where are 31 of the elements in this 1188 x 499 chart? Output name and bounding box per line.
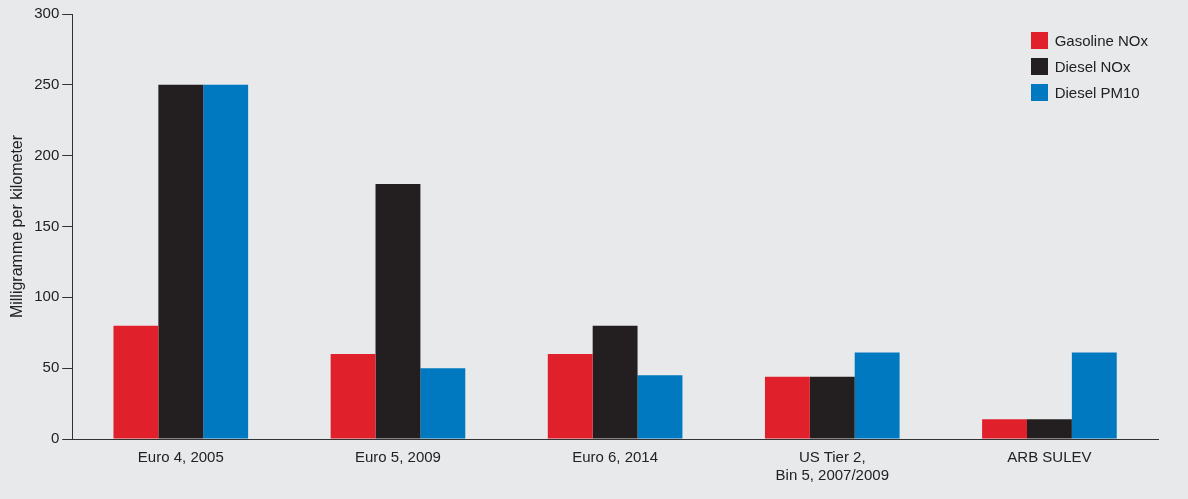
- x-tick-label: Euro 5, 2009: [355, 448, 441, 466]
- y-tick-label: 0: [50, 429, 60, 447]
- bar: [420, 368, 466, 439]
- y-tick-label: 100: [34, 287, 60, 305]
- bar: [854, 352, 900, 439]
- bar: [592, 325, 638, 439]
- y-tick-label: 50: [42, 358, 60, 376]
- legend-label: Gasoline NOx: [1054, 32, 1148, 49]
- y-axis-title: Milligramme per kilometer: [8, 134, 26, 319]
- bar: [158, 84, 204, 439]
- y-tick-label: 200: [34, 145, 60, 163]
- legend-label: Diesel NOx: [1054, 58, 1131, 75]
- bar: [982, 419, 1027, 439]
- x-tick-label: Euro 4, 2005: [137, 448, 224, 466]
- x-tick-label: US Tier 2, Bin 5, 2007/2009: [775, 448, 889, 484]
- bar: [637, 375, 683, 439]
- bar: [330, 354, 376, 439]
- bar: [113, 325, 159, 439]
- bar: [547, 354, 593, 439]
- y-tick-label: 150: [34, 216, 60, 234]
- x-tick-label: ARB SULEV: [1007, 448, 1092, 466]
- bar: [809, 376, 855, 439]
- legend-label: Diesel PM10: [1054, 84, 1140, 101]
- y-tick-label: 300: [34, 4, 60, 22]
- bar: [375, 184, 421, 439]
- x-tick-label: Euro 6, 2014: [572, 448, 659, 466]
- bar: [764, 376, 810, 439]
- bar: [1071, 352, 1117, 439]
- bar: [1026, 419, 1072, 439]
- y-tick-label: 250: [34, 74, 60, 92]
- bar: [203, 84, 249, 439]
